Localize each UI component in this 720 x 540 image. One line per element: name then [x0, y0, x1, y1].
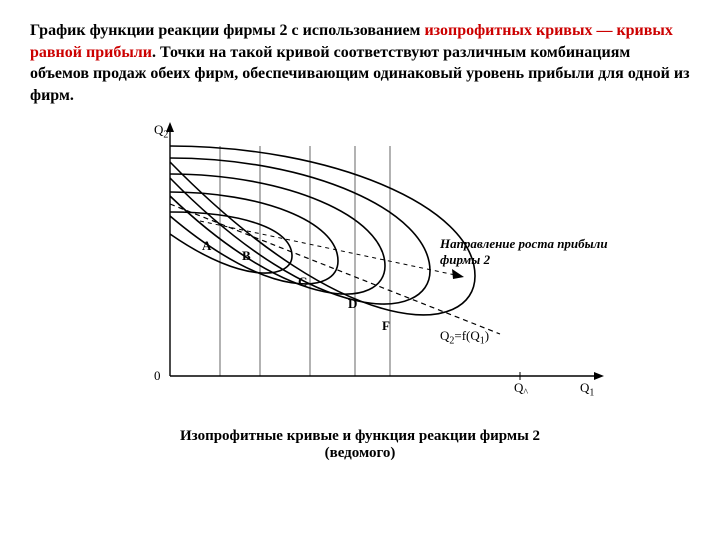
- qhat-label: Q^: [514, 380, 528, 399]
- x-axis-arrow: [594, 372, 604, 380]
- diagram-container: Q2 0 Q1 Q^ A B C D F Направление роста п…: [80, 116, 640, 416]
- profit-arrow-head: [452, 269, 464, 279]
- profit-direction-label: Направление роста прибыли фирмы 2: [440, 236, 640, 267]
- point-F: F: [382, 318, 390, 334]
- y-axis-label: Q2: [154, 122, 168, 141]
- point-A: A: [202, 238, 211, 254]
- caption: Изопрофитные кривые и функция реакции фи…: [30, 428, 690, 462]
- x-axis-label: Q1: [580, 380, 594, 399]
- title-paragraph: График функции реакции фирмы 2 с использ…: [30, 20, 690, 106]
- title-plain-1: График функции реакции фирмы 2 с использ…: [30, 22, 424, 39]
- point-B: B: [242, 248, 251, 264]
- reaction-fn-label: Q2=f(Q1): [440, 328, 489, 347]
- profit-arrow-line: [200, 221, 460, 276]
- point-C: C: [298, 274, 307, 290]
- origin-label: 0: [154, 368, 161, 384]
- point-D: D: [348, 296, 357, 312]
